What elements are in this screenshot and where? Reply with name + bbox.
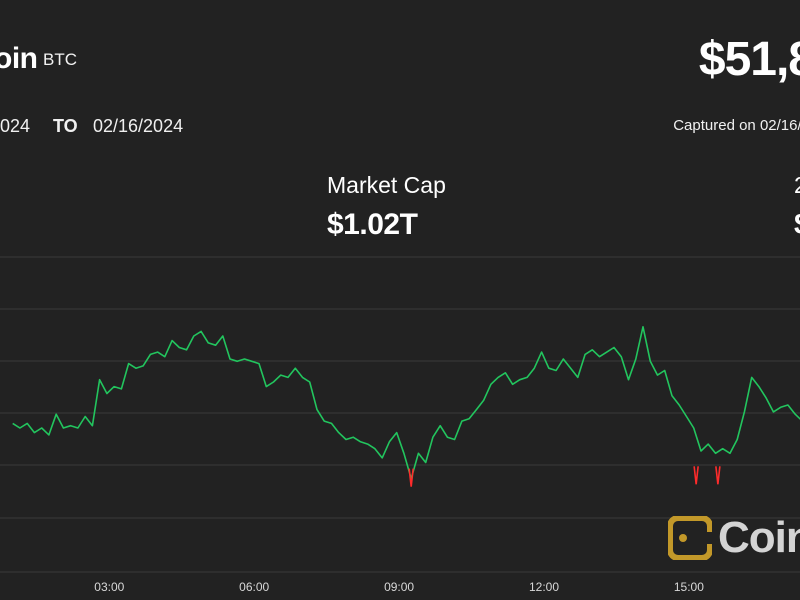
second-stat-value: $ xyxy=(794,208,800,242)
date-range-from: 2024 xyxy=(0,116,31,136)
watermark-text: Coin xyxy=(718,513,800,562)
down-spike-1 xyxy=(693,466,699,485)
series-line-0 xyxy=(12,326,800,480)
x-tick-label: 09:00 xyxy=(384,580,414,594)
captured-timestamp: Captured on 02/16/2 xyxy=(673,117,800,134)
market-cap-value: $1.02T xyxy=(327,208,418,241)
x-tick-label: 15:00 xyxy=(674,580,704,594)
second-stat-label: 2 xyxy=(794,172,800,199)
down-spike-0 xyxy=(408,468,414,487)
down-spike-2 xyxy=(715,466,721,485)
x-tick-label: 03:00 xyxy=(94,580,124,594)
date-range-to: 02/16/2024 xyxy=(93,116,184,136)
x-tick-label: 12:00 xyxy=(529,580,559,594)
coindesk-logo-icon xyxy=(668,516,712,560)
coin-symbol: BTC xyxy=(43,50,77,69)
date-range-to-label: TO xyxy=(53,116,78,136)
current-price: $51,8 xyxy=(698,33,800,86)
watermark: Coin xyxy=(668,513,800,563)
x-tick-label: 06:00 xyxy=(239,580,269,594)
market-cap-label: Market Cap xyxy=(327,172,446,198)
coin-name: oin xyxy=(0,42,38,75)
